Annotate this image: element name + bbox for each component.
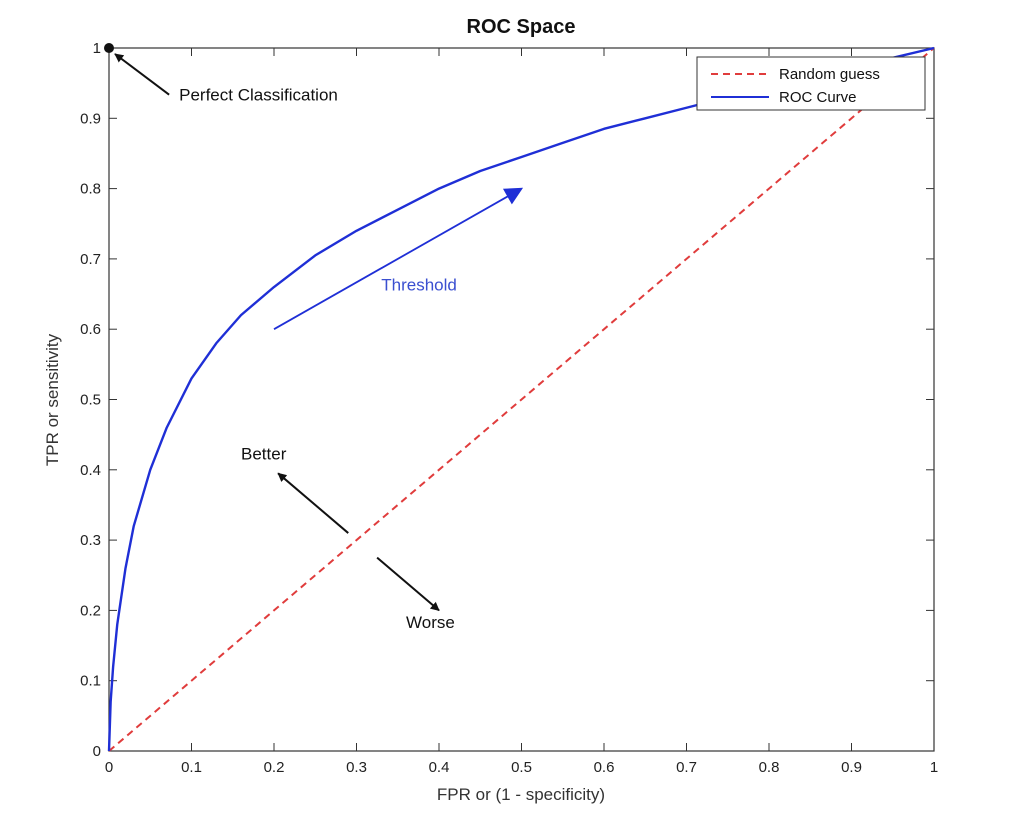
x-tick-label: 0.2 [264, 759, 285, 776]
series-line-random-guess [108, 47, 935, 752]
annotation-threshold: Threshold [381, 276, 457, 295]
annotation-arrow-threshold [273, 187, 524, 330]
y-tick-label: 0.5 [80, 392, 101, 409]
legend: Random guess ROC Curve [696, 56, 926, 111]
x-tick-label: 0.4 [429, 759, 450, 776]
x-tick-label: 0 [105, 759, 113, 776]
x-tick-label: 0.9 [841, 759, 862, 776]
y-axis-label: TPR or sensitivity [43, 333, 62, 466]
legend-box [696, 56, 926, 111]
x-tick-label: 0.5 [511, 759, 532, 776]
y-tick-label: 0.3 [80, 532, 101, 549]
y-tick-label: 0.6 [80, 321, 101, 338]
x-axis-label: FPR or (1 - specificity) [437, 785, 605, 804]
annotation-better: Better [241, 444, 287, 463]
chart-title: ROC Space [467, 16, 576, 38]
x-tick-label: 0.1 [181, 759, 202, 776]
y-tick-label: 0.2 [80, 602, 101, 619]
y-tick-label: 0.1 [80, 673, 101, 690]
y-tick-label: 0.9 [80, 110, 101, 127]
y-tick-label: 0.7 [80, 251, 101, 268]
x-tick-label: 0.6 [594, 759, 615, 776]
annotation-arrow-better [277, 472, 349, 534]
x-tick-label: 0.8 [759, 759, 780, 776]
x-tick-label: 0.7 [676, 759, 697, 776]
y-tick-label: 0.8 [80, 181, 101, 198]
annotation-worse: Worse [406, 613, 455, 632]
y-tick-label: 0.4 [80, 462, 101, 479]
perfect-point [104, 43, 114, 53]
legend-label: ROC Curve [779, 89, 857, 106]
annotation-perfect-classification: Perfect Classification [179, 86, 338, 105]
y-tick-label: 1 [93, 40, 101, 57]
x-tick-label: 1 [930, 759, 938, 776]
x-tick-label: 0.3 [346, 759, 367, 776]
perfect-arrow [114, 53, 170, 96]
annotation-arrow-worse [376, 556, 440, 612]
y-tick-label: 0 [93, 743, 101, 760]
legend-label: Random guess [779, 66, 880, 83]
